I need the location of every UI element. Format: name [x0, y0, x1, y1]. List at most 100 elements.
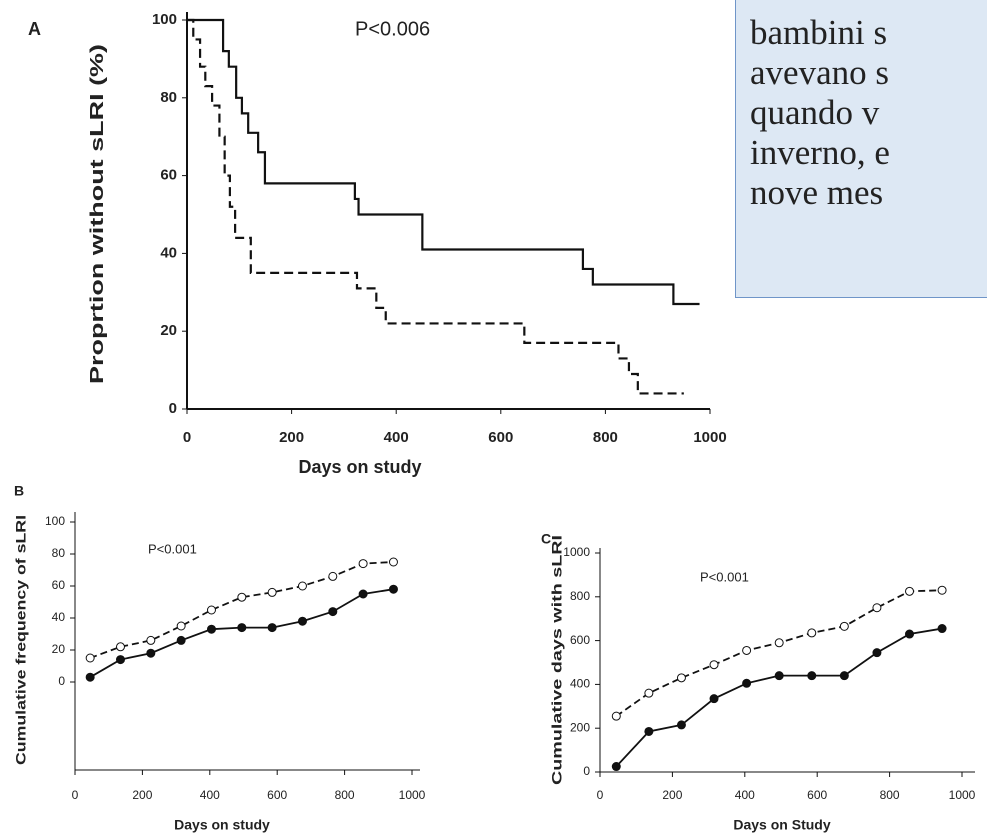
point — [267, 623, 277, 633]
point — [146, 635, 156, 645]
annotation: P<0.001 — [700, 569, 749, 584]
x-tick-label: 400 — [384, 429, 409, 446]
point — [611, 762, 621, 772]
point — [237, 592, 247, 602]
x-axis-label: Days on study — [174, 817, 270, 833]
point — [237, 623, 247, 633]
y-axis-label: Cumulative days with sLRI — [549, 535, 565, 785]
y-tick-label: 40 — [160, 244, 177, 261]
y-tick-label: 100 — [45, 514, 65, 528]
point — [328, 607, 338, 617]
text-line: inverno, e — [750, 133, 890, 172]
series-line — [89, 588, 394, 678]
x-tick-label: 0 — [72, 788, 79, 802]
point — [297, 581, 307, 591]
x-tick-label: 0 — [183, 429, 191, 446]
y-tick-label: 40 — [52, 610, 66, 624]
y-tick-label: 60 — [52, 578, 66, 592]
text-line: bambini s — [750, 13, 888, 52]
point — [905, 586, 915, 596]
point — [358, 589, 368, 599]
x-tick-label: 600 — [807, 788, 827, 802]
point — [176, 621, 186, 631]
annotation: P<0.001 — [148, 541, 197, 556]
y-tick-label: 100 — [152, 11, 177, 28]
point — [872, 648, 882, 658]
annotation: P<0.006 — [355, 18, 430, 40]
text-line: nove mes — [750, 173, 884, 212]
point — [611, 711, 621, 721]
x-tick-label: 600 — [267, 788, 287, 802]
point — [358, 559, 368, 569]
point — [388, 557, 398, 567]
y-axis-label: Proprtion without sLRI (%) — [87, 44, 107, 384]
text-box: bambini s avevano s quando v inverno, e nove… — [735, 0, 987, 298]
y-tick-label: 600 — [570, 633, 590, 647]
point — [644, 726, 654, 736]
y-tick-label: 800 — [570, 589, 590, 603]
x-tick-label: 400 — [200, 788, 220, 802]
point — [774, 638, 784, 648]
point — [905, 629, 915, 639]
series-line — [615, 589, 943, 717]
x-axis-label: Days on study — [298, 457, 421, 477]
y-tick-label: 80 — [52, 546, 66, 560]
panel-label: C — [541, 531, 551, 547]
point — [807, 671, 817, 681]
x-tick-label: 600 — [488, 429, 513, 446]
y-tick-label: 0 — [169, 400, 177, 417]
point — [709, 694, 719, 704]
point — [839, 621, 849, 631]
y-tick-label: 200 — [570, 720, 590, 734]
y-tick-label: 60 — [160, 167, 177, 184]
series-line — [89, 561, 394, 659]
panel-label: A — [28, 19, 41, 39]
x-tick-label: 800 — [335, 788, 355, 802]
point — [644, 688, 654, 698]
x-tick-label: 200 — [662, 788, 682, 802]
point — [774, 671, 784, 681]
x-tick-label: 200 — [279, 429, 304, 446]
point — [85, 672, 95, 682]
point — [937, 624, 947, 634]
point — [328, 571, 338, 581]
y-tick-label: 0 — [58, 674, 65, 688]
point — [709, 660, 719, 670]
point — [206, 624, 216, 634]
text-line: quando v — [750, 93, 880, 132]
text-line: avevano s — [750, 53, 889, 92]
point — [146, 648, 156, 658]
x-tick-label: 800 — [593, 429, 618, 446]
point — [176, 635, 186, 645]
point — [937, 585, 947, 595]
y-tick-label: 1000 — [563, 545, 590, 559]
point — [297, 616, 307, 626]
x-tick-label: 1000 — [399, 788, 426, 802]
point — [807, 628, 817, 638]
point — [206, 605, 216, 615]
series-line — [187, 18, 700, 306]
point — [872, 603, 882, 613]
point — [267, 587, 277, 597]
point — [388, 584, 398, 594]
y-axis-label: Cumulative frequency of sLRI — [13, 515, 29, 765]
point — [676, 673, 686, 683]
point — [676, 720, 686, 730]
x-tick-label: 1000 — [949, 788, 976, 802]
y-tick-label: 80 — [160, 89, 177, 106]
panel-label: B — [14, 483, 24, 499]
series-line — [615, 627, 943, 768]
point — [115, 642, 125, 652]
point — [742, 678, 752, 688]
point — [115, 655, 125, 665]
y-tick-label: 0 — [583, 764, 590, 778]
x-tick-label: 1000 — [693, 429, 726, 446]
point — [742, 645, 752, 655]
y-tick-label: 20 — [52, 642, 66, 656]
y-tick-label: 400 — [570, 677, 590, 691]
x-tick-label: 200 — [132, 788, 152, 802]
x-axis-label: Days on Study — [733, 817, 830, 833]
y-tick-label: 20 — [160, 322, 177, 339]
